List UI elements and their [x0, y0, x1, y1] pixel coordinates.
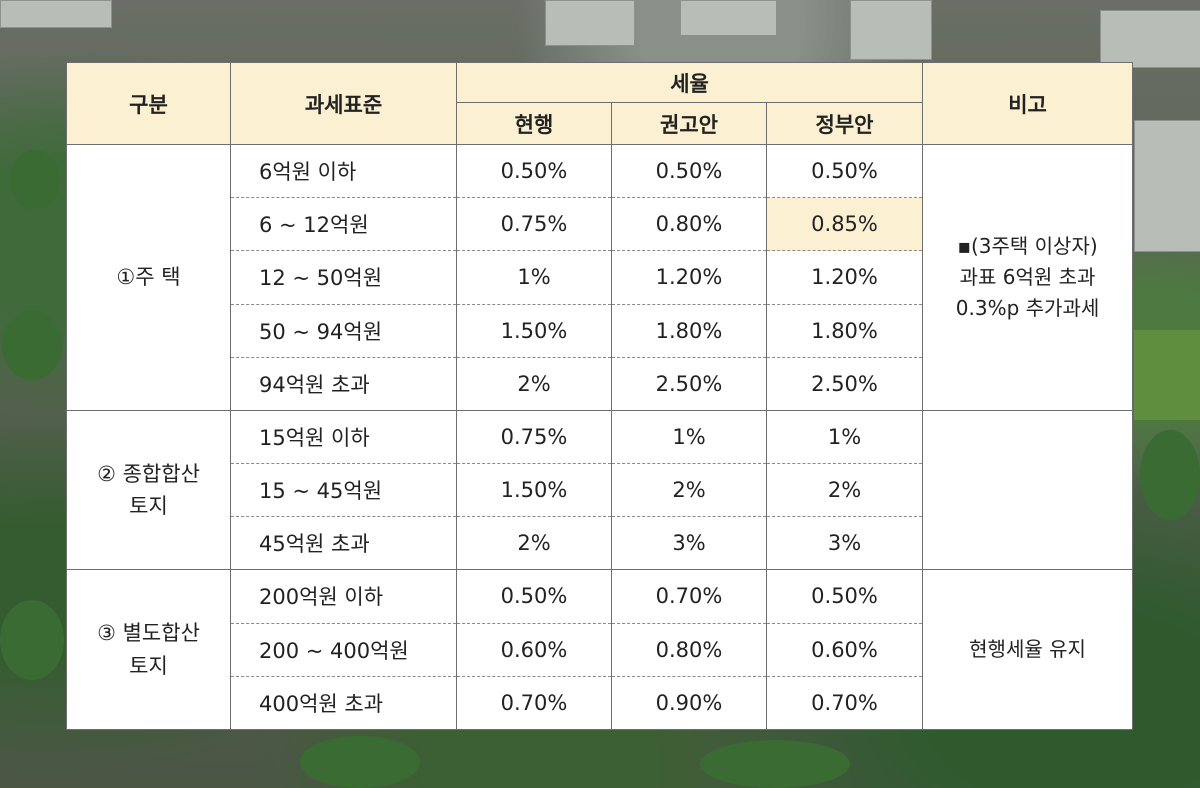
table-row: 50 ~ 94억원 1.50% 1.80% 1.80% — [67, 304, 1133, 358]
tree — [10, 150, 60, 210]
table-row: ①주 택 6억원 이하 0.50% 0.50% 0.50% ▪(3주택 이상자)… — [66, 144, 1134, 411]
tax-base-cell: 50 ~ 94억원 — [230, 304, 457, 358]
tree — [1140, 430, 1200, 520]
government-rate-cell: 2% — [765, 463, 924, 518]
current-rate-cell: 0.70% — [456, 676, 612, 731]
header-recommended: 권고안 — [611, 102, 767, 145]
government-rate-cell: 1.20% — [765, 250, 924, 305]
building — [1134, 120, 1200, 252]
building — [680, 0, 777, 36]
tree — [700, 740, 850, 788]
table-row: 45억원 초과 2% 3% 3% — [67, 516, 1133, 571]
tax-rate-table: 구분 과세표준 세율 비고 현행 권고안 정부안 ①주 택 6억원 이하 0.5… — [66, 62, 1134, 731]
tree — [300, 736, 420, 788]
remark-line: 현행세율 유지 — [969, 637, 1086, 662]
remark-line: 과표 6억원 초과 — [959, 264, 1096, 289]
table-row: 15 ~ 45억원 1.50% 2% 2% — [67, 463, 1133, 518]
category-label: ③ 별도합산 — [97, 621, 200, 646]
recommended-rate-cell: 3% — [611, 516, 767, 571]
table-row: 6 ~ 12억원 0.75% 0.80% 0.85% — [67, 197, 1133, 252]
table-row: ③ 별도합산 토지 200억원 이하 0.50% 0.70% 0.50% 현행세… — [66, 569, 1134, 730]
current-rate-cell: 1.50% — [456, 463, 612, 518]
recommended-rate-cell: 1.80% — [611, 304, 767, 358]
current-rate-cell: 0.75% — [456, 410, 612, 465]
tree — [2, 310, 62, 380]
tax-base-cell: 15 ~ 45억원 — [230, 463, 457, 518]
tax-base-cell: 6 ~ 12억원 — [230, 197, 457, 252]
tree — [0, 600, 64, 680]
government-rate-cell: 0.50% — [765, 569, 924, 624]
current-rate-cell: 0.75% — [456, 197, 612, 252]
tax-base-cell: 6억원 이하 — [230, 144, 457, 199]
header-remarks: 비고 — [922, 62, 1134, 145]
header-tax-rate: 세율 — [455, 62, 924, 103]
recommended-rate-cell: 0.80% — [611, 623, 767, 677]
current-rate-cell: 2% — [456, 516, 612, 571]
remarks-separate-land: 현행세율 유지 — [922, 569, 1134, 730]
remarks-comprehensive-land — [922, 410, 1134, 571]
government-rate-cell: 1.80% — [765, 304, 924, 358]
recommended-rate-cell: 0.50% — [611, 144, 767, 199]
category-label: ② 종합합산 — [97, 461, 200, 486]
government-rate-cell: 1% — [765, 410, 924, 465]
table-row: 12 ~ 50억원 1% 1.20% 1.20% — [67, 250, 1133, 305]
current-rate-cell: 0.50% — [456, 569, 612, 624]
table-row: 94억원 초과 2% 2.50% 2.50% — [67, 357, 1133, 411]
current-rate-cell: 1.50% — [456, 304, 612, 358]
government-rate-cell: 0.70% — [765, 676, 924, 731]
header-category: 구분 — [66, 62, 231, 145]
recommended-rate-cell: 0.80% — [611, 197, 767, 252]
tax-rate-table-panel: 구분 과세표준 세율 비고 현행 권고안 정부안 ①주 택 6억원 이하 0.5… — [66, 62, 1134, 731]
table-row: ② 종합합산 토지 15억원 이하 0.75% 1% 1% — [66, 410, 1134, 571]
government-rate-cell-highlighted: 0.85% — [765, 197, 924, 252]
lawn — [1134, 330, 1200, 420]
remarks-housing: ▪(3주택 이상자) 과표 6억원 초과 0.3%p 추가과세 — [922, 144, 1134, 411]
header-current: 현행 — [456, 102, 612, 145]
current-rate-cell: 0.60% — [456, 623, 612, 677]
building — [0, 0, 112, 28]
table-row: 200 ~ 400억원 0.60% 0.80% 0.60% — [67, 623, 1133, 677]
tax-base-cell: 400억원 초과 — [230, 676, 457, 731]
remark-line: ▪(3주택 이상자) — [957, 233, 1098, 258]
recommended-rate-cell: 0.90% — [611, 676, 767, 731]
government-rate-cell: 0.50% — [765, 144, 924, 199]
current-rate-cell: 2% — [456, 357, 612, 411]
recommended-rate-cell: 0.70% — [611, 569, 767, 624]
building — [545, 0, 635, 46]
recommended-rate-cell: 2% — [611, 463, 767, 518]
category-label: ①주 택 — [116, 265, 181, 290]
category-label: 토지 — [129, 494, 168, 519]
tax-base-cell: 15억원 이하 — [230, 410, 457, 465]
current-rate-cell: 0.50% — [456, 144, 612, 199]
recommended-rate-cell: 1.20% — [611, 250, 767, 305]
tax-base-cell: 12 ~ 50억원 — [230, 250, 457, 305]
category-separate-land: ③ 별도합산 토지 — [66, 569, 231, 730]
recommended-rate-cell: 1% — [611, 410, 767, 465]
category-housing: ①주 택 — [66, 144, 231, 411]
tax-base-cell: 200 ~ 400억원 — [230, 623, 457, 677]
header-government: 정부안 — [765, 102, 924, 145]
category-comprehensive-land: ② 종합합산 토지 — [66, 410, 231, 571]
tax-base-cell: 200억원 이하 — [230, 569, 457, 624]
building — [1100, 10, 1200, 68]
tax-base-cell: 45억원 초과 — [230, 516, 457, 571]
tax-base-cell: 94억원 초과 — [230, 357, 457, 411]
government-rate-cell: 3% — [765, 516, 924, 571]
building — [850, 0, 932, 60]
current-rate-cell: 1% — [456, 250, 612, 305]
government-rate-cell: 0.60% — [765, 623, 924, 677]
header-tax-base: 과세표준 — [230, 62, 457, 145]
table-row: 400억원 초과 0.70% 0.90% 0.70% — [67, 676, 1133, 731]
recommended-rate-cell: 2.50% — [611, 357, 767, 411]
government-rate-cell: 2.50% — [765, 357, 924, 411]
remark-line: 0.3%p 추가과세 — [955, 295, 1100, 320]
category-label: 토지 — [129, 653, 168, 678]
